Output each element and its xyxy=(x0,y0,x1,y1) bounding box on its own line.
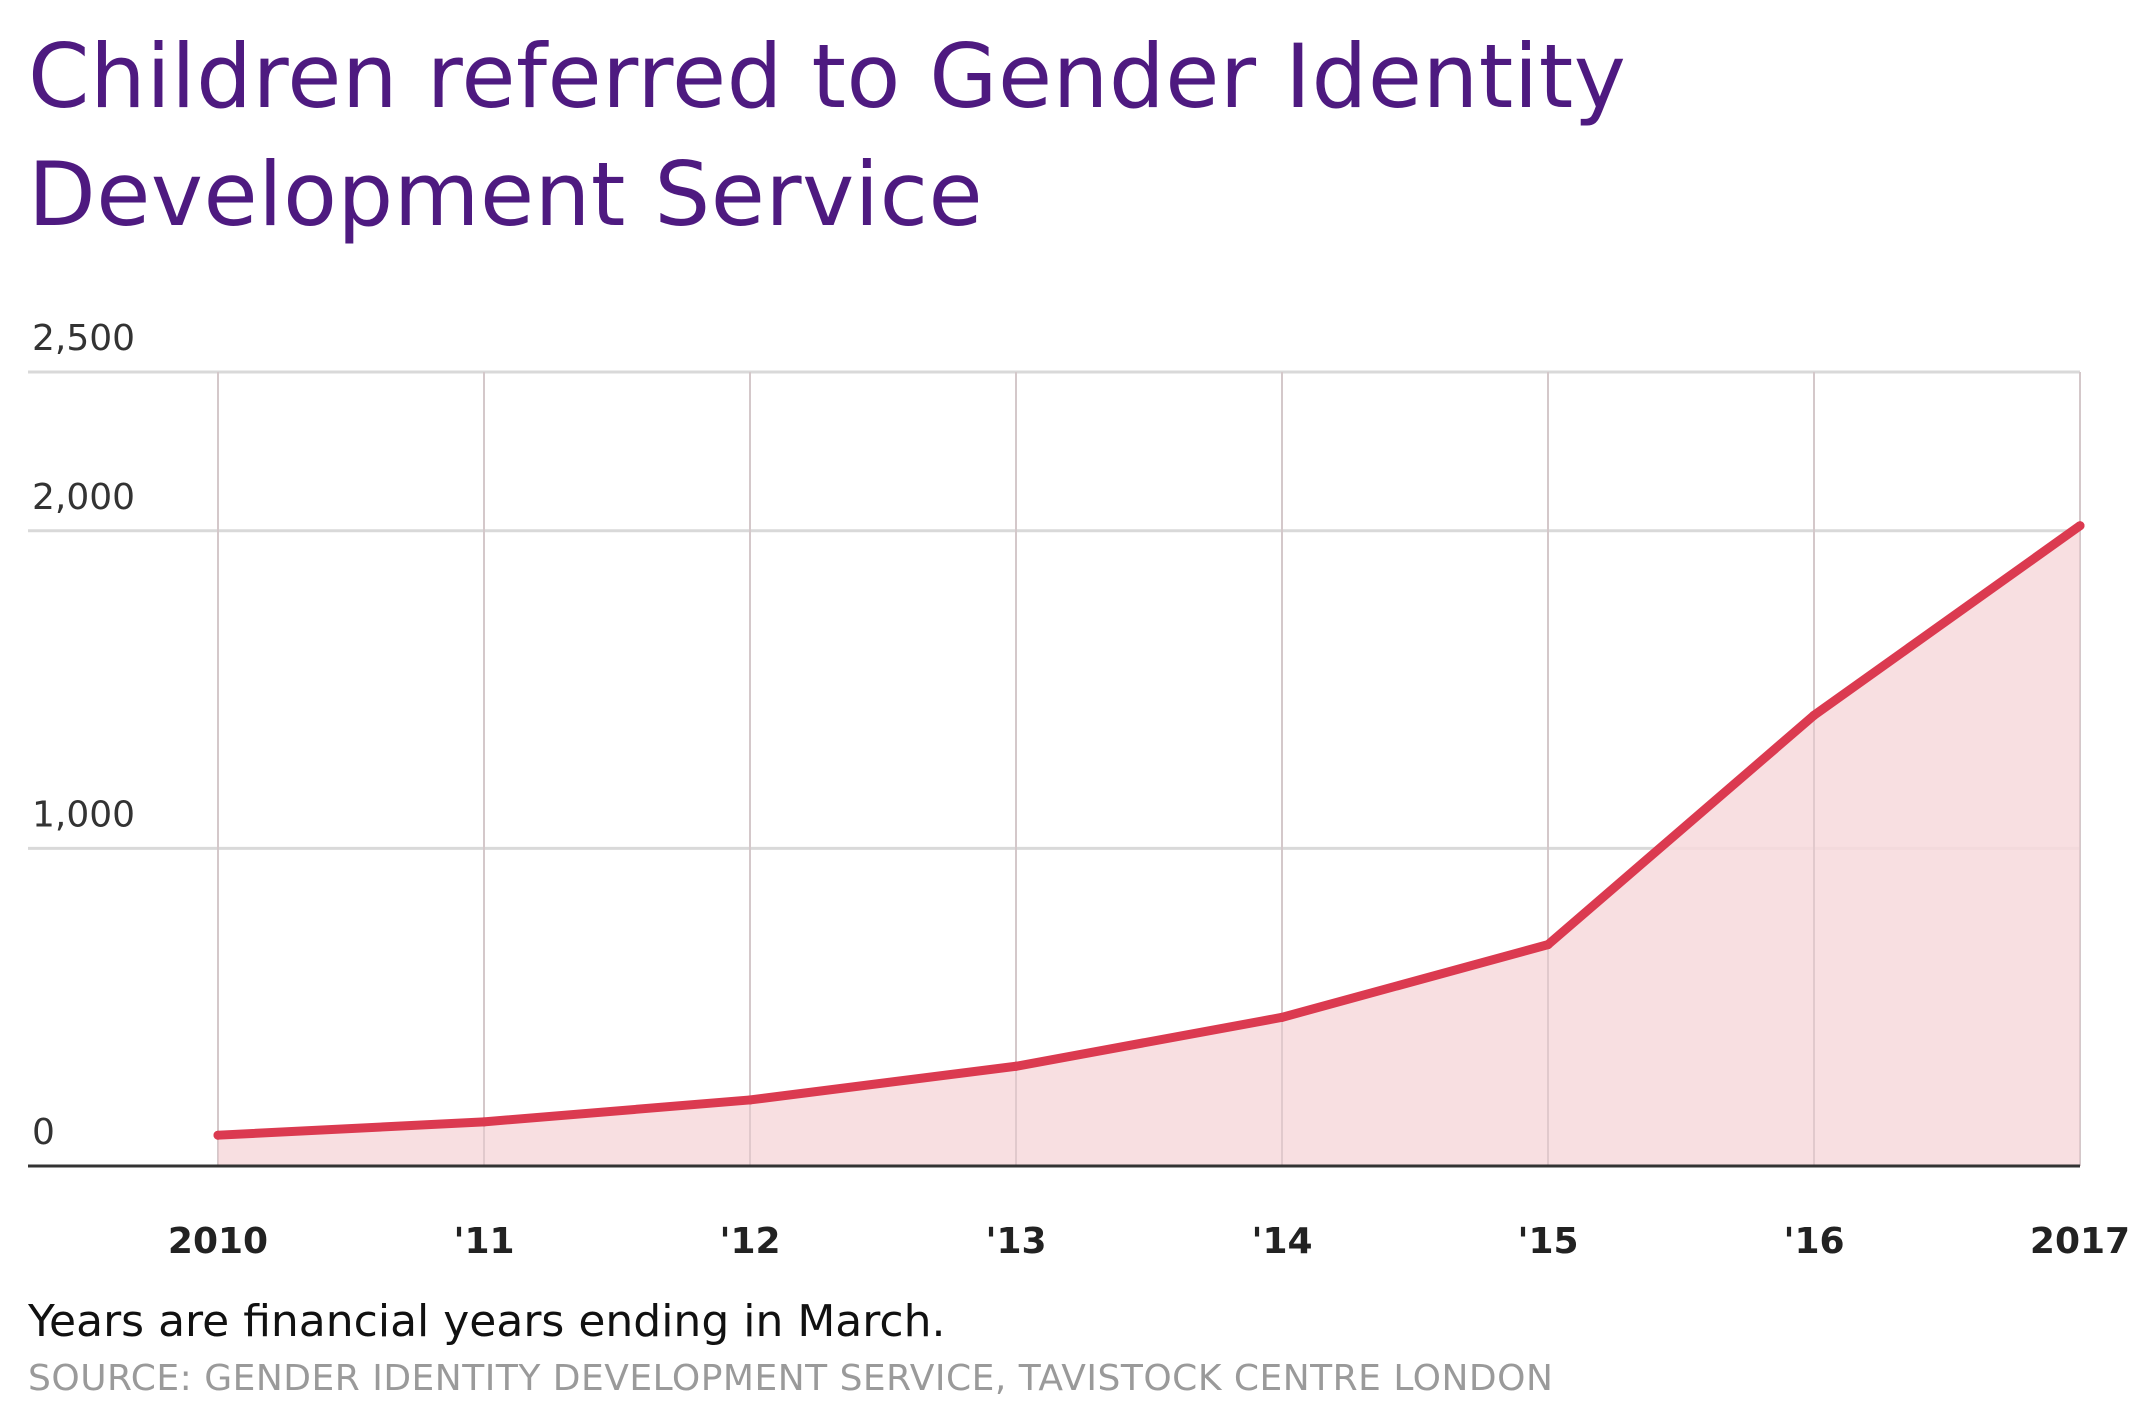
data-point xyxy=(2075,521,2085,531)
y-tick-label: 0 xyxy=(32,1112,55,1153)
x-tick-label: '15 xyxy=(1517,1221,1578,1262)
x-tick-label: 2017 xyxy=(2030,1221,2130,1262)
x-tick-label: 2010 xyxy=(168,1221,268,1262)
x-tick-label: '13 xyxy=(985,1221,1046,1262)
data-point xyxy=(1277,1012,1287,1022)
series-line-segment xyxy=(1543,710,1819,950)
chart-note: Years are financial years ending in Marc… xyxy=(28,1296,946,1347)
y-tick-label: 1,000 xyxy=(32,794,135,835)
series-line-segment xyxy=(745,1061,1021,1105)
series-line-segment xyxy=(213,1117,489,1140)
x-tick-label: '12 xyxy=(719,1221,780,1262)
data-point xyxy=(1543,940,1553,950)
series-line-segment xyxy=(1277,940,1553,1022)
chart-title: Children referred to Gender Identity Dev… xyxy=(28,25,1627,246)
data-point xyxy=(213,1130,223,1140)
data-point xyxy=(479,1117,489,1127)
x-tick-label: '14 xyxy=(1251,1221,1312,1262)
chart-source: SOURCE: GENDER IDENTITY DEVELOPMENT SERV… xyxy=(28,1358,1554,1399)
data-point xyxy=(1011,1061,1021,1071)
area-fill xyxy=(218,525,2080,1166)
series-line-segment xyxy=(1809,521,2085,720)
y-tick-label: 2,000 xyxy=(32,477,135,518)
data-point xyxy=(745,1095,755,1105)
chart: 0 1,000 2,000 2,500 2010 '11 '12 '13 '14 '15 '16 20… xyxy=(28,318,2130,1262)
data-point xyxy=(1809,710,1819,720)
series-line-segment xyxy=(479,1095,755,1127)
x-tick-label: '11 xyxy=(453,1221,514,1262)
series-line-segment xyxy=(1011,1012,1287,1071)
x-tick-label: '16 xyxy=(1783,1221,1844,1262)
y-tick-label: 2,500 xyxy=(32,318,135,359)
